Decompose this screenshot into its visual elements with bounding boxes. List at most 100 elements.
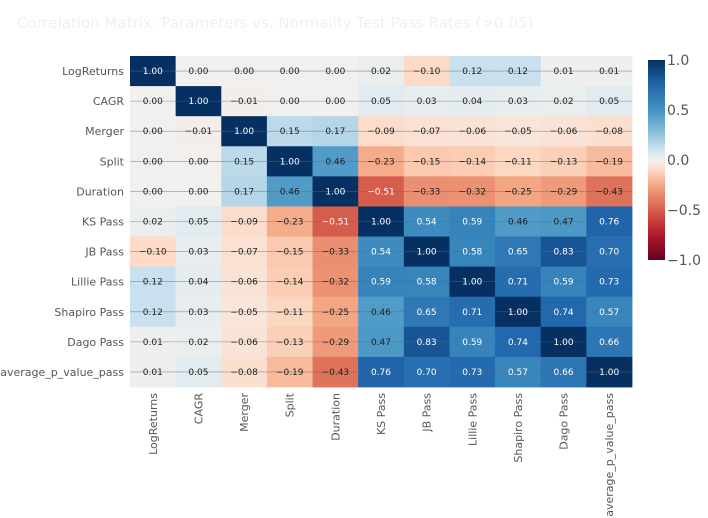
- cell-value-label: −0.19: [276, 368, 304, 378]
- cell-value-label: −0.23: [367, 157, 395, 167]
- cell-value-label: −0.23: [276, 218, 304, 228]
- x-tick-label: Shapiro Pass: [512, 393, 525, 463]
- cell-value-label: −0.08: [595, 127, 623, 137]
- cell-value-label: −0.29: [322, 338, 350, 348]
- cell-value-label: 0.65: [417, 308, 437, 318]
- cell-value-label: 0.04: [188, 278, 208, 288]
- cell-value-label: −0.06: [458, 127, 486, 137]
- y-tick-label: Merger: [85, 125, 124, 138]
- colorbar-tick-label: 0.5: [667, 103, 689, 119]
- cell-value-label: −0.33: [413, 187, 441, 197]
- cell-value-label: 0.17: [234, 187, 254, 197]
- cell-value-label: 0.00: [234, 67, 254, 77]
- cell-value-label: 0.15: [234, 157, 254, 167]
- colorbar-tick-label: 1.0: [667, 53, 689, 69]
- y-tick-label: Duration: [76, 185, 124, 198]
- cell-value-label: −0.43: [595, 187, 623, 197]
- cell-value-label: 0.05: [188, 368, 208, 378]
- cell-value-label: −0.10: [139, 248, 167, 258]
- x-tick-label: CAGR: [192, 393, 205, 425]
- cell-value-label: −0.11: [504, 157, 532, 167]
- cell-value-label: −0.05: [504, 127, 532, 137]
- cell-value-label: 0.76: [599, 218, 619, 228]
- cell-value-label: 0.12: [508, 67, 528, 77]
- cell-value-label: 1.00: [599, 368, 619, 378]
- cell-value-label: 0.66: [554, 368, 574, 378]
- cell-value-label: 0.02: [143, 218, 163, 228]
- cell-value-label: 0.00: [325, 67, 345, 77]
- y-tick-label: CAGR: [93, 95, 125, 108]
- cell-value-label: 0.58: [462, 248, 482, 258]
- cell-value-label: 0.59: [462, 218, 482, 228]
- cell-value-label: 0.46: [371, 308, 391, 318]
- cell-value-label: 0.17: [325, 127, 345, 137]
- cell-value-label: 0.58: [417, 278, 437, 288]
- cell-value-label: 0.46: [508, 218, 528, 228]
- cell-value-label: −0.09: [367, 127, 395, 137]
- x-tick-label: Duration: [329, 393, 342, 441]
- cell-value-label: 0.65: [508, 248, 528, 258]
- y-axis-ticks: LogReturns CAGR Merger Split Duration KS Pass…: [0, 65, 124, 379]
- cell-value-label: −0.15: [413, 157, 441, 167]
- cell-value-label: 0.54: [371, 248, 391, 258]
- cell-value-label: 0.05: [371, 97, 391, 107]
- cell-value-label: −0.14: [276, 278, 304, 288]
- cell-value-label: 0.59: [371, 278, 391, 288]
- cell-value-label: 0.74: [554, 308, 574, 318]
- colorbar-gradient: [648, 60, 665, 260]
- cell-value-label: −0.01: [230, 97, 258, 107]
- y-tick-label: Split: [100, 155, 125, 168]
- cell-value-label: 0.01: [143, 368, 163, 378]
- cell-value-label: −0.09: [230, 218, 258, 228]
- x-tick-label: Split: [284, 392, 297, 417]
- cell-value-label: 0.47: [554, 218, 574, 228]
- cell-value-label: 0.73: [599, 278, 619, 288]
- cell-value-label: 0.12: [462, 67, 482, 77]
- cell-value-label: 0.57: [508, 368, 528, 378]
- cell-value-labels: 1.00 0.00 0.00 0.00 0.00 0.02 −0.10 0.12 0.12 0.0…: [139, 67, 623, 378]
- cell-value-label: −0.33: [322, 248, 350, 258]
- cell-value-label: 0.46: [325, 157, 345, 167]
- cell-value-label: −0.32: [458, 187, 486, 197]
- cell-value-label: 0.00: [188, 157, 208, 167]
- cell-value-label: −0.13: [550, 157, 578, 167]
- cell-value-label: 0.03: [417, 97, 437, 107]
- cell-value-label: 1.00: [371, 218, 391, 228]
- cell-value-label: 0.02: [554, 97, 574, 107]
- x-tick-label: KS Pass: [375, 393, 388, 435]
- cell-value-label: 0.01: [599, 67, 619, 77]
- cell-value-label: −0.25: [504, 187, 532, 197]
- cell-value-label: 0.12: [143, 308, 163, 318]
- cell-value-label: −0.01: [185, 127, 213, 137]
- cell-value-label: −0.43: [322, 368, 350, 378]
- cell-value-label: −0.05: [230, 308, 258, 318]
- cell-value-label: 0.01: [554, 67, 574, 77]
- cell-value-label: −0.06: [230, 338, 258, 348]
- cell-value-label: −0.10: [413, 67, 441, 77]
- x-tick-label: Lillie Pass: [466, 393, 479, 446]
- y-tick-label: average_p_value_pass: [0, 366, 124, 379]
- y-tick-label: LogReturns: [62, 65, 124, 78]
- cell-value-label: 0.02: [371, 67, 391, 77]
- x-tick-label: JB Pass: [421, 393, 434, 433]
- cell-value-label: 0.00: [188, 187, 208, 197]
- cell-value-label: 1.00: [554, 338, 574, 348]
- cell-value-label: 0.15: [280, 127, 300, 137]
- cell-value-label: 0.05: [599, 97, 619, 107]
- cell-value-label: 0.00: [325, 97, 345, 107]
- cell-value-label: 0.74: [508, 338, 528, 348]
- y-tick-label: Shapiro Pass: [54, 306, 124, 319]
- y-tick-label: Dago Pass: [67, 336, 124, 349]
- cell-value-label: 0.59: [554, 278, 574, 288]
- y-tick-label: KS Pass: [82, 216, 124, 229]
- cell-value-label: 0.00: [143, 97, 163, 107]
- cell-value-label: −0.11: [276, 308, 304, 318]
- cell-value-label: −0.32: [322, 278, 350, 288]
- cell-value-label: 1.00: [508, 308, 528, 318]
- cell-value-label: 0.57: [599, 308, 619, 318]
- cell-value-label: −0.51: [322, 218, 350, 228]
- cell-value-label: 0.00: [188, 67, 208, 77]
- cell-value-label: 0.03: [188, 248, 208, 258]
- cell-value-label: 0.00: [280, 97, 300, 107]
